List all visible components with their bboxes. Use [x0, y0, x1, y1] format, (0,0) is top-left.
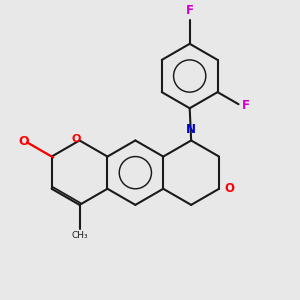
- Text: F: F: [242, 99, 249, 112]
- Text: O: O: [71, 134, 81, 144]
- Text: N: N: [186, 123, 196, 136]
- Text: O: O: [224, 182, 234, 195]
- Text: CH₃: CH₃: [71, 231, 88, 240]
- Text: F: F: [186, 4, 194, 17]
- Text: O: O: [19, 135, 29, 148]
